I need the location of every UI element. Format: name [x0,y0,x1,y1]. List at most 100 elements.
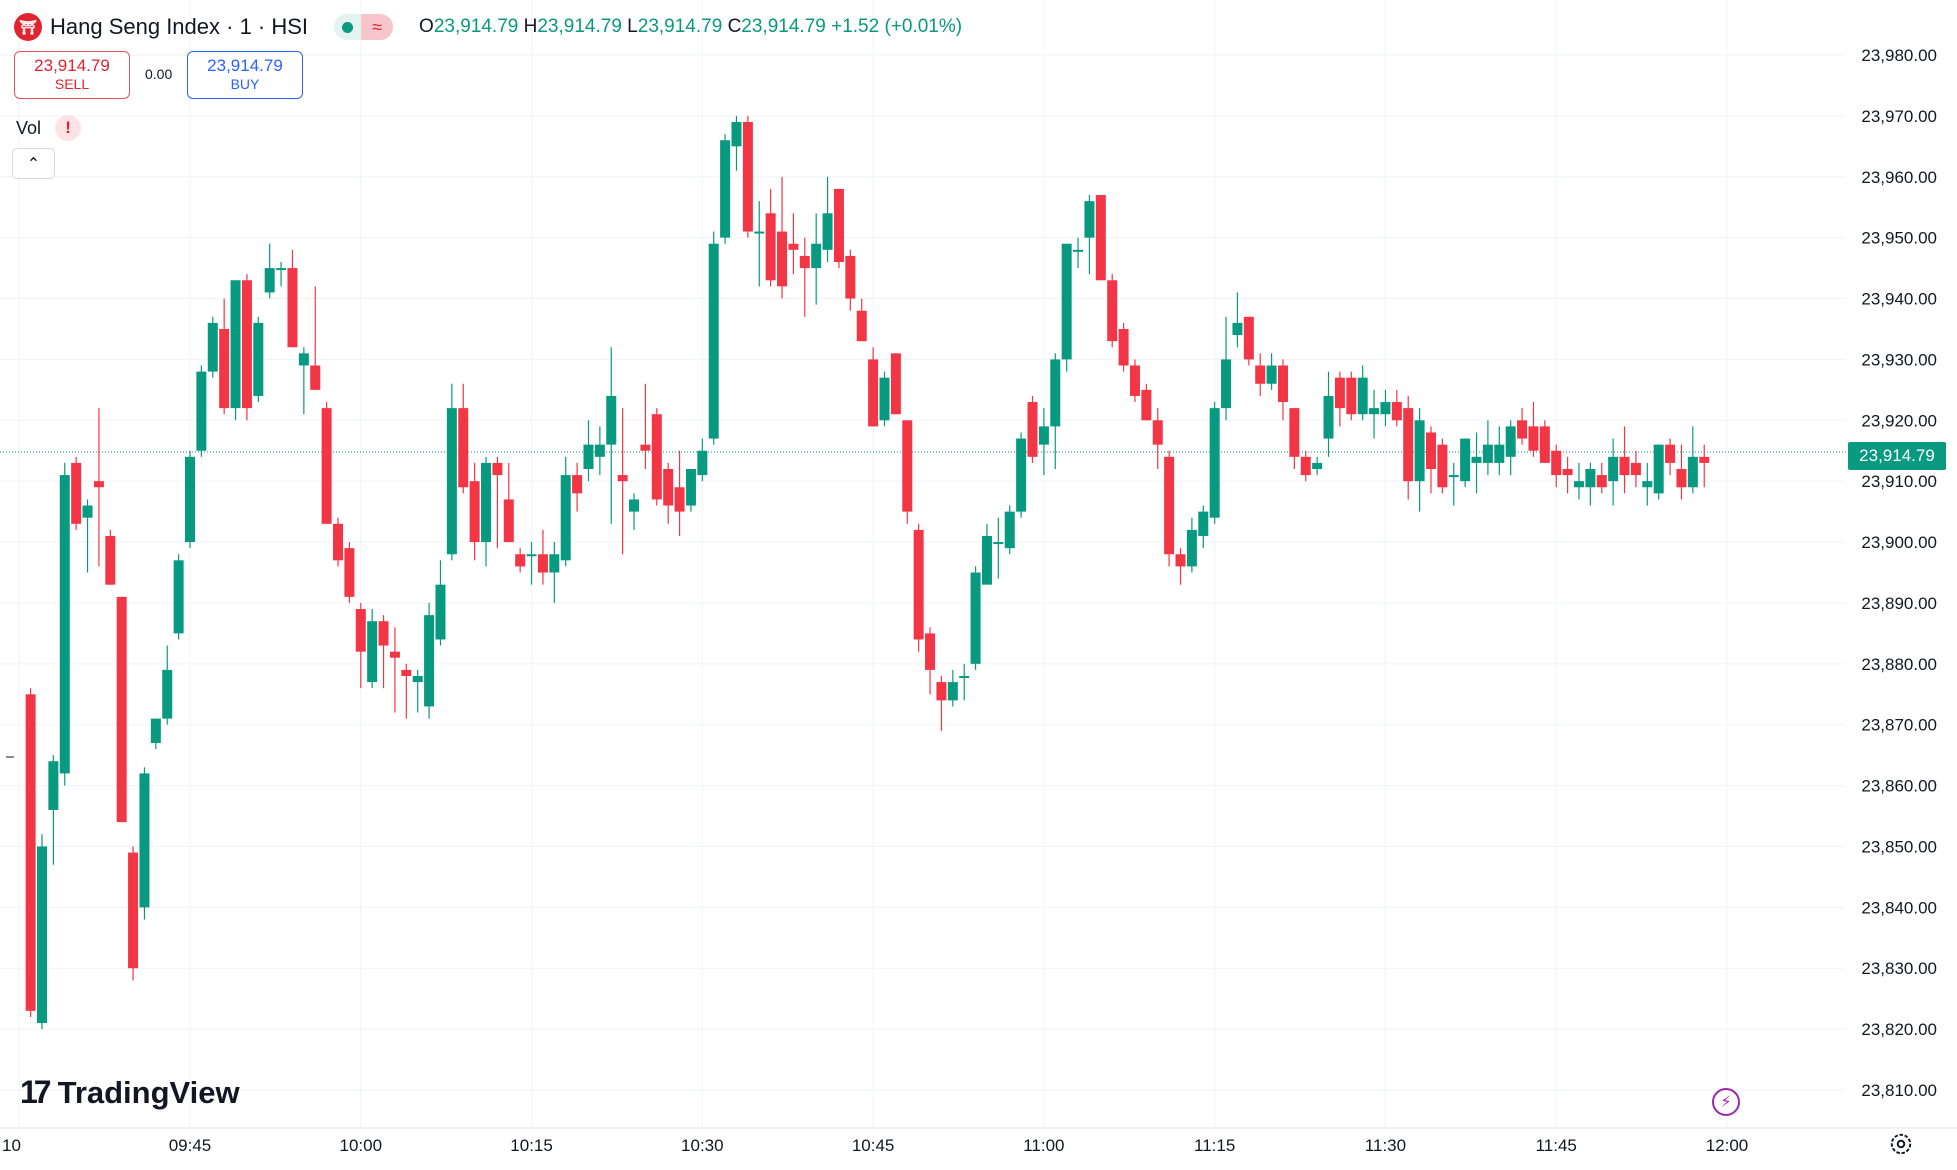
candle-body [1414,420,1425,482]
candle [162,645,173,725]
candle-body [1255,365,1266,384]
volume-label: Vol [16,117,42,138]
candle-body [1266,365,1277,384]
time-axis[interactable]: 10 09:45 10:00 10:15 10:30 10:45 11:00 11:15 11:… [2,1136,1748,1155]
candle-body [731,121,742,147]
candle [936,676,947,731]
candle [25,688,36,1017]
price-tick-label: 23,850.00 [1861,837,1937,856]
candle [537,529,548,585]
candle [253,316,264,403]
candle [219,298,230,415]
symbol-title[interactable]: Hang Seng Index · 1 · HSI [50,14,309,39]
candle [742,115,753,238]
collapse-legend-button[interactable]: ⌃ [12,148,55,179]
candle [424,602,435,719]
candle-body [1095,195,1106,281]
candle [241,274,252,421]
price-tick-label: 23,900.00 [1861,533,1937,552]
hsi-logo-icon[interactable]: ⛩ [14,13,42,41]
candle [788,213,799,275]
candle [663,462,674,524]
candle-body [321,408,332,524]
candle [1414,408,1425,512]
candle-body [720,140,731,238]
candle [1323,371,1334,457]
candle [1403,395,1414,500]
candle-body [230,280,241,409]
candle-body [925,633,936,670]
candle [1573,462,1584,500]
candle-body [128,852,139,969]
candle-body [1403,408,1414,482]
candle-body [93,481,104,488]
candle [890,353,901,415]
sell-button[interactable]: 23,914.79 SELL [14,51,130,99]
delayed-wave-icon[interactable]: ≈ [361,14,394,40]
candle-body [469,481,480,543]
candle [435,560,446,646]
candle [1369,389,1380,439]
candle [697,438,708,482]
candle [196,365,207,457]
market-status-pill[interactable]: ≈ [334,14,394,40]
chevron-up-icon: ⌃ [26,155,41,173]
last-price-tag: 23,914.79 [1848,442,1946,470]
buy-button[interactable]: 23,914.79 BUY [187,51,303,99]
gear-icon[interactable] [1888,1131,1914,1157]
candle-body [1517,420,1528,439]
candle-body [1528,426,1539,451]
warning-icon[interactable]: ! [55,115,82,141]
volume-indicator[interactable]: Vol ! [16,115,82,141]
candle [105,529,116,585]
candle [36,834,47,1030]
candle [71,456,82,530]
candle-body [1471,456,1482,463]
candle [1277,359,1288,421]
candle-body [355,609,366,652]
candles [25,115,1710,1030]
candle-body [412,676,423,683]
price-tick-label: 23,860.00 [1861,777,1937,796]
candle [185,450,195,549]
candle [1687,426,1698,494]
candle-body [1164,456,1175,555]
candle [1517,408,1528,445]
candle [731,115,742,171]
candle-body [1425,432,1436,469]
candle [1152,408,1163,469]
candle-body [1494,444,1505,463]
candle-body [685,469,696,506]
candle-body [811,243,822,269]
candle-body [583,444,594,469]
candle [1460,438,1471,488]
price-tick-label: 23,970.00 [1861,107,1937,126]
candle-body [1198,511,1209,536]
candle [1482,420,1493,476]
candle [526,542,537,585]
candle-body [1152,420,1163,445]
candle [959,663,970,701]
price-axis[interactable]: 23,980.00 23,970.00 23,960.00 23,950.00 23,9… [1861,46,1937,1100]
lightning-icon[interactable]: ⚡ [1712,1088,1740,1116]
candle [549,542,560,603]
candle-body [845,255,856,299]
candle-body [640,444,651,451]
time-tick-label: 10:15 [510,1136,553,1155]
candle [720,134,731,244]
candle-body [276,268,287,271]
open-value: 23,914.79 [433,16,519,37]
candle-body [71,462,82,524]
candle-body [389,651,400,658]
tradingview-logo[interactable]: 17 TradingView [20,1074,240,1111]
candle [1027,395,1038,463]
candle [1608,438,1619,506]
candle [173,554,184,640]
candle [560,456,571,567]
candle-body [36,846,47,1024]
candle [1198,505,1209,549]
buy-price: 23,914.79 [207,56,283,75]
candle-body [970,572,981,664]
candle [1653,444,1664,500]
